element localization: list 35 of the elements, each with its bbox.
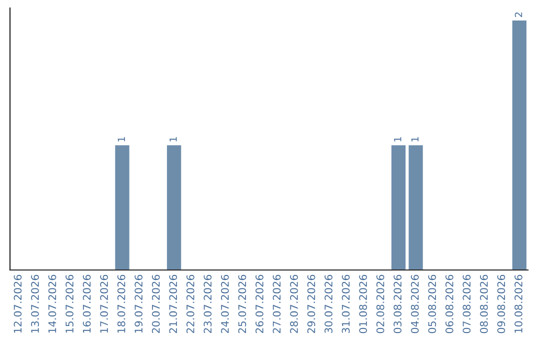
x-tick-label: 17.07.2026	[100, 274, 108, 333]
x-tick-label: 05.08.2026	[428, 274, 436, 334]
x-tick-label: 28.07.2026	[290, 274, 298, 334]
x-tick-label: 24.07.2026	[220, 274, 229, 334]
x-tick-label: 22.07.2026	[186, 274, 194, 334]
x-tick-label: 27.07.2026	[272, 274, 281, 334]
data-label: 2	[514, 12, 522, 17]
x-tick-label: 19.07.2026	[134, 274, 143, 333]
x-tick-label: 21.07.2026	[169, 274, 178, 334]
x-tick-label: 18.07.2026	[117, 274, 126, 333]
data-label: 1	[394, 137, 402, 142]
x-tick-label: 30.07.2026	[324, 274, 332, 334]
x-tick-label: 25.07.2026	[238, 274, 246, 334]
x-tick-label: 04.08.2026	[410, 274, 419, 334]
x-tick-label: 06.08.2026	[445, 274, 454, 334]
x-tick-label: 10.08.2026	[514, 274, 522, 333]
data-label: 1	[118, 137, 125, 142]
x-tick-label: 31.07.2026	[342, 274, 350, 334]
x-tick-label: 15.07.2026	[66, 274, 74, 333]
x-tick-label: 14.07.2026	[48, 274, 56, 333]
x-tick-label: 03.08.2026	[394, 274, 402, 334]
x-tick-label: 07.08.2026	[462, 274, 471, 334]
x-tick-label: 29.07.2026	[307, 274, 316, 334]
x-tick-label: 20.07.2026	[152, 274, 160, 334]
x-tick-label: 09.08.2026	[497, 274, 506, 334]
x-tick-label: 16.07.2026	[82, 274, 91, 333]
x-tick-label: 23.07.2026	[204, 274, 212, 334]
x-tick-label: 08.08.2026	[480, 274, 488, 334]
x-tick-label: 02.08.2026	[376, 274, 384, 334]
x-tick-label: 01.08.2026	[359, 274, 367, 334]
data-label: 1	[411, 137, 418, 142]
x-tick-label: 13.07.2026	[31, 274, 39, 333]
data-label: 1	[170, 137, 177, 142]
x-tick-label: 26.07.2026	[256, 274, 264, 334]
x-tick-label: 12.07.2026	[14, 274, 22, 333]
